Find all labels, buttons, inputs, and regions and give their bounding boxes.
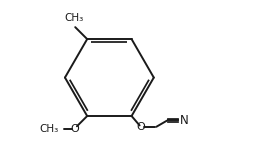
- Text: CH₃: CH₃: [40, 124, 59, 134]
- Text: O: O: [70, 124, 79, 134]
- Text: O: O: [137, 122, 145, 132]
- Text: N: N: [180, 114, 189, 127]
- Text: CH₃: CH₃: [65, 13, 84, 23]
